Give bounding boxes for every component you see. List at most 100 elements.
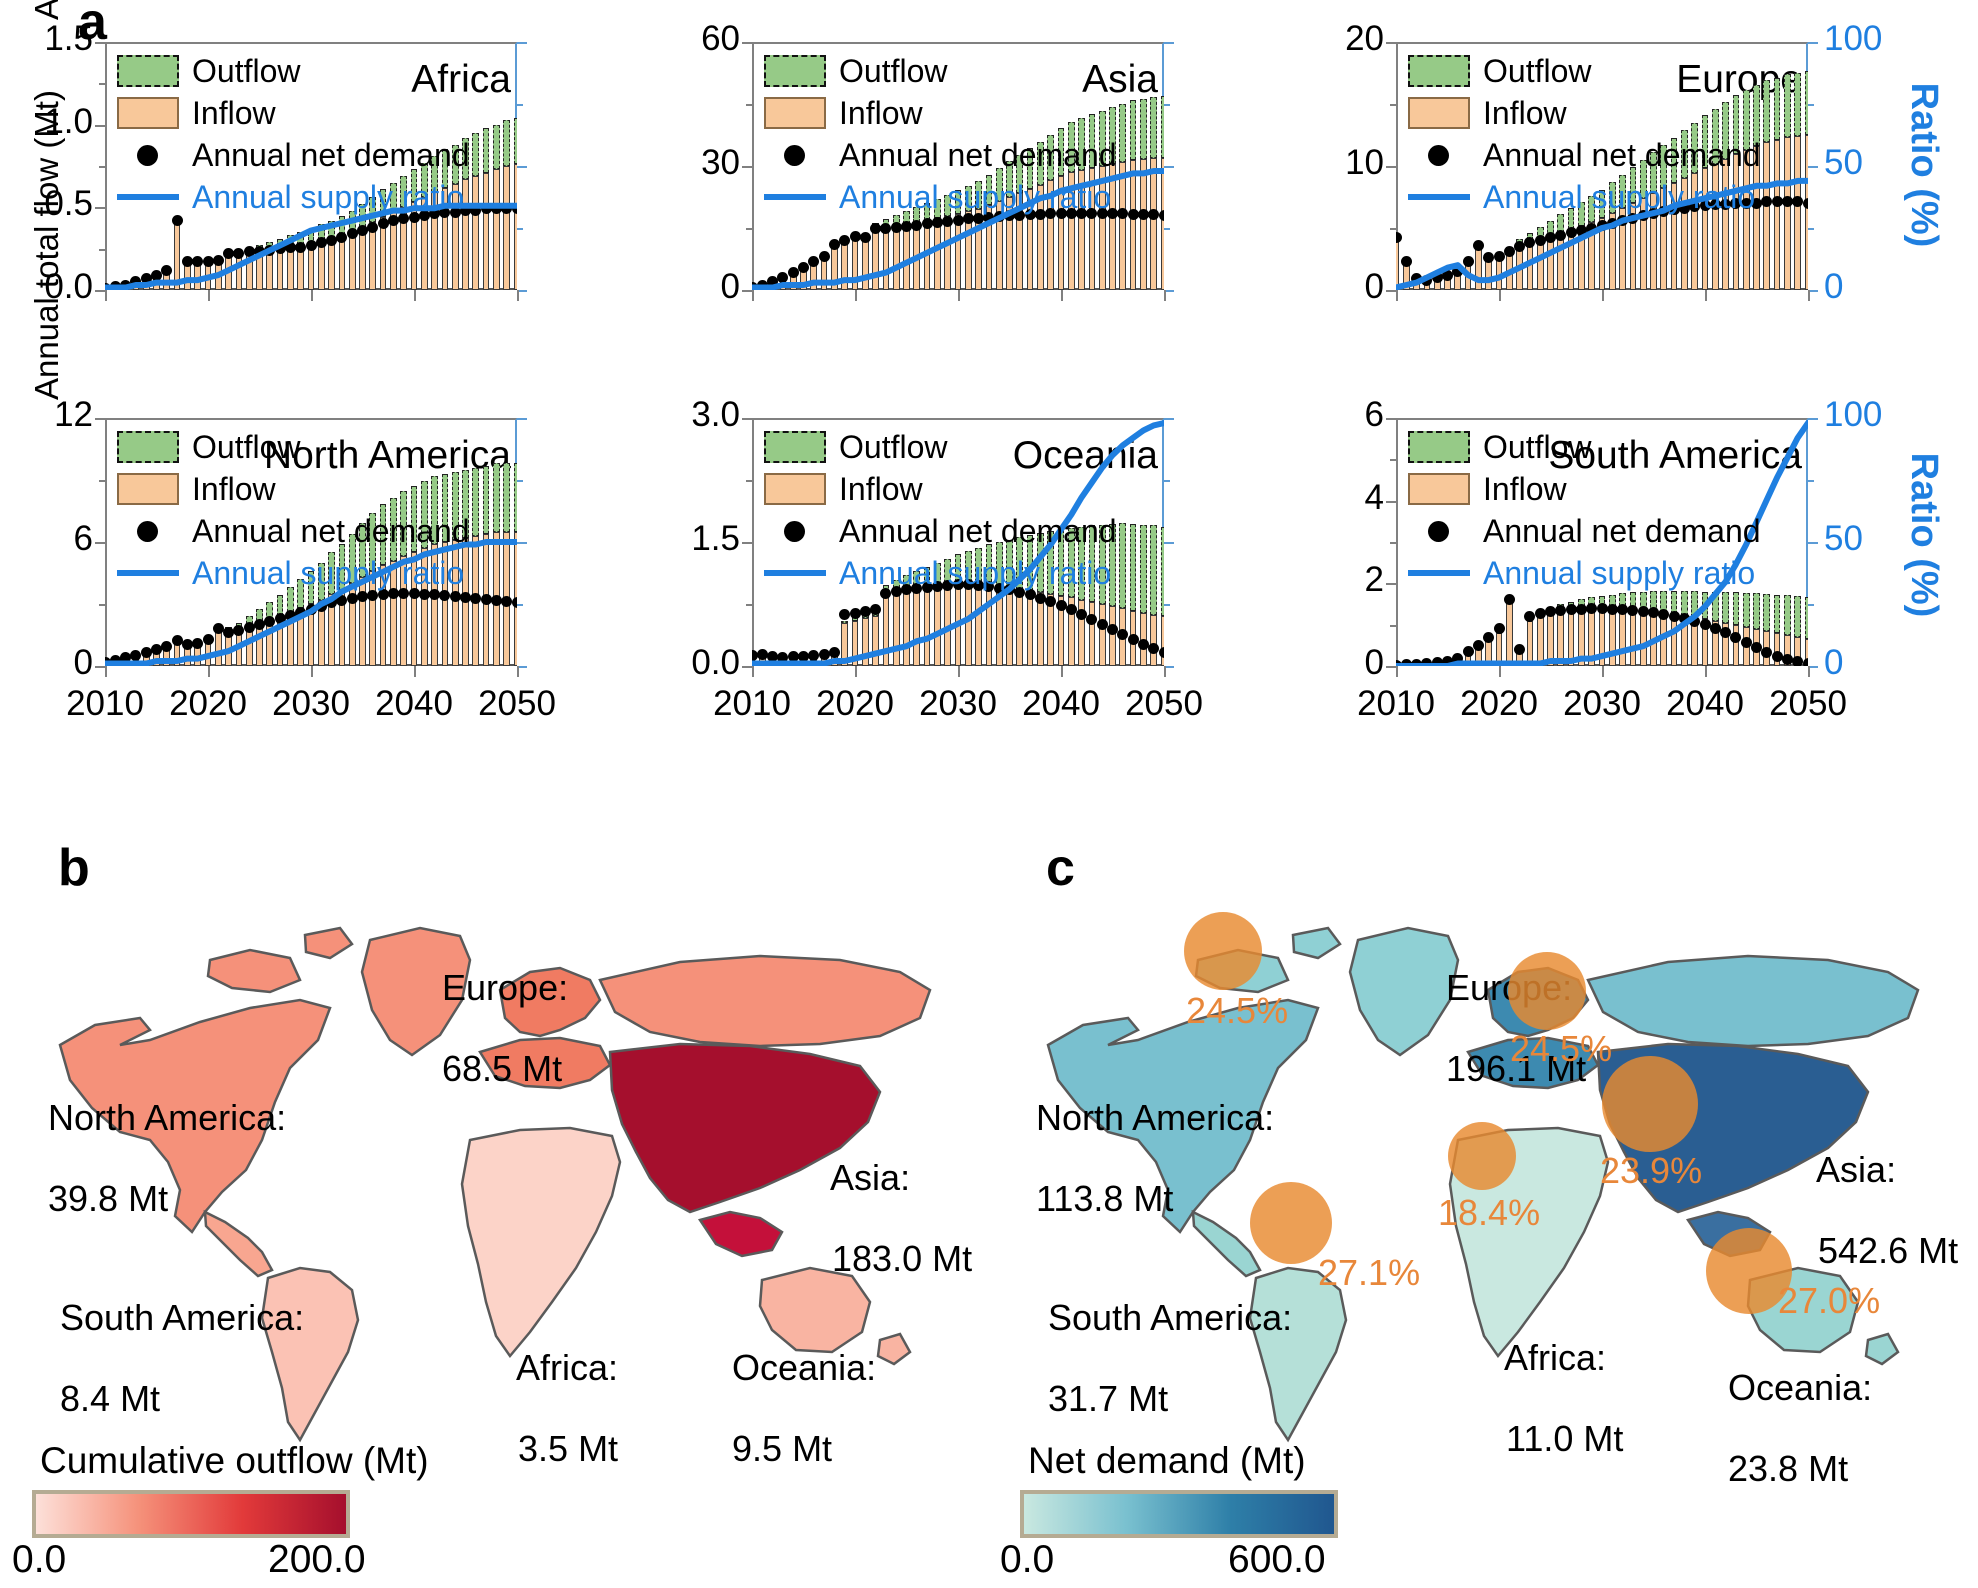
- bar-inflow: [1639, 198, 1647, 290]
- bar-outflow: [1650, 152, 1657, 194]
- ytick-left-south-america-6: 6: [1364, 395, 1384, 434]
- map-b-label-south-america: South America: 8.4 Mt: [20, 1258, 304, 1460]
- legend-label-outflow: Outflow: [1483, 53, 1592, 89]
- ytick-mark: [742, 666, 752, 668]
- legend-label-net-demand: Annual net demand: [839, 513, 1117, 549]
- net-demand-point: [890, 586, 902, 598]
- xtick-2010: 2010: [1357, 684, 1435, 723]
- bar-outflow: [328, 552, 335, 594]
- net-demand-point: [233, 248, 245, 260]
- legend-label-supply-ratio: Annual supply ratio: [1483, 179, 1756, 215]
- legend-label-net-demand: Annual net demand: [192, 137, 470, 173]
- supply-ratio-line-asia: [752, 168, 1164, 290]
- legend-item-inflow: Inflow: [1408, 470, 1761, 508]
- bar-inflow: [1119, 161, 1127, 290]
- bar-outflow: [985, 174, 993, 206]
- bar-inflow: [1722, 158, 1729, 290]
- bubble-south-america: [1250, 1182, 1332, 1264]
- net-demand-point: [398, 213, 410, 225]
- ytick-mark: [95, 207, 105, 210]
- ytick-left-oceania-0.0: 0.0: [691, 643, 740, 682]
- outflow-swatch-icon: [764, 431, 826, 463]
- net-demand-point: [983, 211, 995, 223]
- bar-outflow: [1804, 596, 1808, 640]
- bar-outflow: [431, 475, 438, 545]
- net-demand-point: [767, 276, 779, 288]
- legend-item-outflow: Outflow: [1408, 52, 1761, 90]
- ytick-right-0: 0: [1824, 267, 1844, 306]
- bar-outflow: [400, 175, 407, 208]
- net-demand-point: [1442, 655, 1453, 666]
- panel-letter-c: c: [1046, 839, 1075, 897]
- ytick-mark: [95, 42, 105, 44]
- map-c-value-north-america: 113.8 Mt: [1036, 1177, 1174, 1219]
- map-c-name-asia: Asia:: [1816, 1149, 1897, 1191]
- bar-inflow: [1763, 142, 1771, 290]
- bar-outflow: [493, 124, 500, 170]
- net-demand-dot-icon: [117, 139, 179, 171]
- net-demand-point: [1158, 210, 1164, 222]
- inflow-swatch-icon: [764, 97, 826, 129]
- net-demand-point: [828, 647, 840, 659]
- net-demand-point: [1014, 209, 1026, 221]
- net-demand-point: [1024, 209, 1036, 221]
- xtick-mark: [1396, 666, 1398, 677]
- outflow-swatch-icon: [117, 431, 179, 463]
- net-demand-point: [859, 231, 871, 243]
- bar-inflow: [513, 164, 517, 290]
- ytick-right-mark-minor: [1808, 228, 1814, 230]
- supply-ratio-line-icon: [764, 181, 826, 213]
- bar-outflow: [1047, 135, 1054, 181]
- net-demand-point: [1771, 196, 1783, 208]
- ytick-right-mark: [1808, 418, 1818, 420]
- xtick-mark: [1396, 290, 1398, 301]
- map-region-greenland: [1348, 926, 1460, 1057]
- net-demand-point: [911, 582, 923, 594]
- bar-outflow: [1660, 144, 1668, 189]
- bar-inflow: [1588, 221, 1595, 290]
- net-demand-point: [161, 264, 173, 276]
- ytick-mark-minor: [746, 480, 752, 482]
- legend-item-inflow: Inflow: [117, 94, 470, 132]
- net-demand-point: [449, 206, 461, 218]
- ytick-mark: [742, 42, 752, 44]
- bar-outflow: [1742, 90, 1750, 150]
- net-demand-point: [839, 609, 851, 621]
- panel-a-charts: a Annual total flow (Mt) Annual total fl…: [0, 0, 1978, 790]
- bar-inflow: [1067, 172, 1075, 290]
- bar-inflow: [359, 577, 366, 666]
- net-demand-point: [1761, 196, 1773, 208]
- net-demand-point: [192, 637, 204, 649]
- chart-title-europe: Europe: [1676, 58, 1802, 101]
- net-demand-point: [243, 622, 255, 634]
- net-demand-point: [192, 256, 204, 268]
- net-demand-point: [1720, 627, 1732, 639]
- ytick-mark: [95, 418, 105, 420]
- ytick-mark-minor: [746, 228, 752, 230]
- net-demand-point: [1503, 593, 1515, 605]
- bar-inflow: [1160, 157, 1164, 290]
- bar-outflow: [482, 465, 490, 534]
- xtick-mark: [1499, 290, 1501, 301]
- legend-item-supply-ratio: Annual supply ratio: [764, 178, 1117, 216]
- xtick-2050: 2050: [1125, 684, 1203, 723]
- bar-outflow: [472, 467, 480, 536]
- chart-title-asia: Asia: [1082, 58, 1158, 101]
- ytick-left-asia-60: 60: [701, 19, 740, 58]
- net-demand-point: [952, 579, 964, 591]
- colorbar-b: [32, 1490, 350, 1538]
- net-demand-point: [1678, 202, 1690, 214]
- net-demand-dot-icon: [764, 515, 826, 547]
- net-demand-point: [921, 581, 933, 593]
- net-demand-dot-icon: [1408, 139, 1470, 171]
- legend-item-supply-ratio: Annual supply ratio: [117, 178, 470, 216]
- bar-outflow: [1098, 524, 1106, 604]
- net-demand-point: [1575, 224, 1587, 236]
- ytick-mark-minor: [1390, 542, 1396, 544]
- bar-inflow: [1650, 193, 1657, 290]
- bar-inflow: [503, 166, 510, 290]
- legend-label-net-demand: Annual net demand: [192, 513, 470, 549]
- colorbar-c: [1020, 1490, 1338, 1538]
- net-demand-point: [1014, 586, 1026, 598]
- ytick-left-south-america-0: 0: [1364, 643, 1384, 682]
